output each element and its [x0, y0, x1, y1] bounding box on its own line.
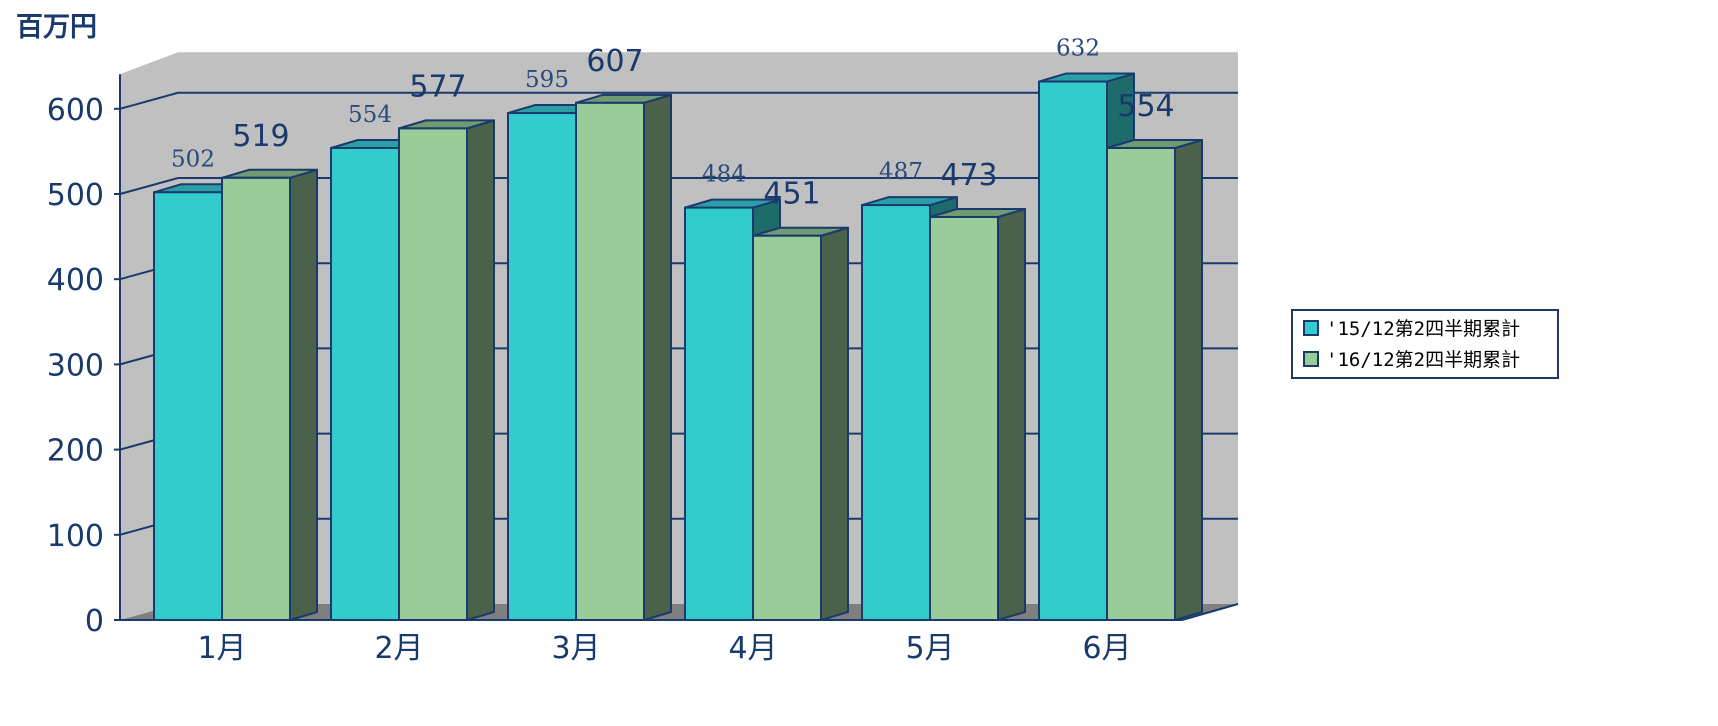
legend-swatch: [1303, 320, 1319, 336]
bar-side: [289, 168, 318, 621]
y-tick-label: 600: [47, 93, 104, 128]
bar-side: [1174, 138, 1203, 621]
data-label: 554: [348, 102, 392, 128]
y-tick-label: 400: [47, 263, 104, 298]
bar: [684, 206, 754, 622]
data-label: 554: [1117, 89, 1174, 124]
legend-box: [1291, 309, 1559, 379]
legend: '15/12第2四半期累計 '16/12第2四半期累計: [1291, 309, 1559, 379]
bar: [1038, 80, 1108, 621]
bar-side: [820, 226, 849, 621]
data-label: 487: [879, 159, 923, 185]
data-label: 632: [1056, 36, 1100, 62]
data-label: 577: [409, 69, 466, 104]
legend-swatch: [1303, 351, 1319, 367]
data-label: 484: [702, 162, 746, 188]
bar: [153, 191, 223, 622]
x-tick-label: 4月: [728, 631, 777, 666]
bar-side: [466, 119, 495, 621]
bars: [153, 72, 1203, 622]
data-label: 451: [763, 177, 820, 212]
y-tick-label: 100: [47, 519, 104, 554]
gridline: [119, 177, 1238, 195]
bar: [398, 127, 468, 621]
y-tick-label: 0: [85, 604, 104, 639]
data-label: 502: [171, 146, 215, 172]
bar: [221, 176, 291, 621]
y-tick-label: 300: [47, 348, 104, 383]
legend-label: '16/12第2四半期累計: [1326, 349, 1520, 371]
data-labels: 502 519 554 577 595 607 484 451 487 473 632 554: [171, 36, 1175, 212]
bar: [507, 112, 577, 621]
bar: [929, 216, 999, 621]
axes: 0 100 200 300 400 500 600 1月 2月 3月 4月 5月 6月: [47, 93, 1132, 666]
x-tick-label: 3月: [551, 631, 600, 666]
bar: [861, 204, 931, 622]
x-tick-label: 1月: [197, 631, 246, 666]
data-label: 595: [525, 67, 569, 93]
gridline: [119, 91, 1238, 110]
y-tick-label: 200: [47, 434, 104, 469]
bar: [575, 101, 645, 621]
bar: [752, 234, 822, 622]
y-tick-label: 500: [47, 178, 104, 213]
bar: [1106, 146, 1176, 621]
x-tick-label: 5月: [905, 631, 954, 666]
y-unit-label: 百万円: [16, 12, 97, 43]
bar-side: [997, 208, 1026, 621]
x-tick-label: 6月: [1082, 631, 1131, 666]
legend-label: '15/12第2四半期累計: [1326, 318, 1520, 340]
floor-edge: [1181, 603, 1239, 621]
data-label: 473: [940, 158, 997, 193]
x-tick-label: 2月: [374, 631, 423, 666]
bar: [330, 146, 400, 621]
bar-side: [643, 93, 672, 621]
data-label: 607: [586, 44, 643, 79]
data-label: 519: [232, 119, 289, 154]
